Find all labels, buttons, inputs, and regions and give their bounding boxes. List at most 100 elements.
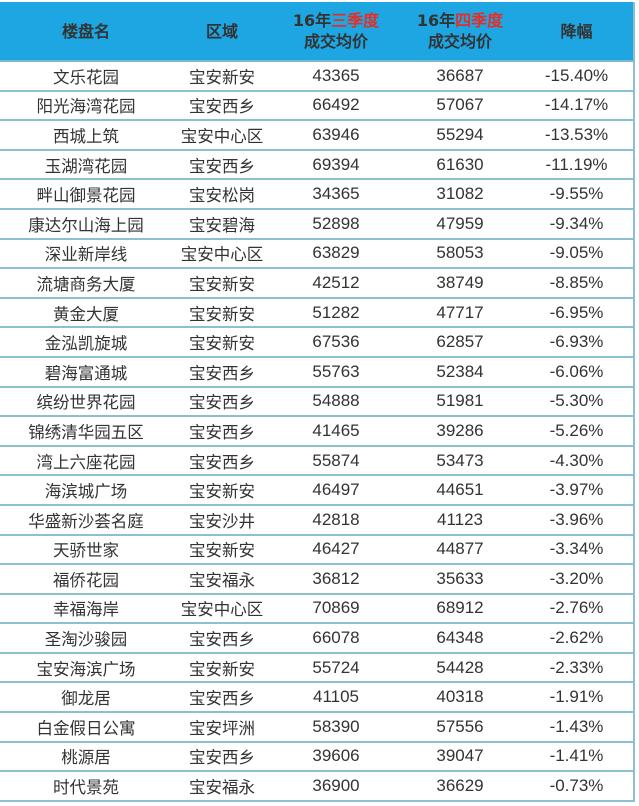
header-q3: 16年三季度 成交均价 <box>272 2 400 62</box>
cell-name: 华盛新沙荟名庭 <box>0 504 172 536</box>
cell-q3-price: 42512 <box>272 268 400 299</box>
table-row: 湾上六座花园 宝安西乡 55874 53473 -4.30% <box>0 445 635 477</box>
table-row: 阳光海湾花园 宝安西乡 66492 57067 -14.17% <box>0 90 635 122</box>
table-row: 畔山御景花园 宝安松岗 34365 31082 -9.55% <box>0 179 635 210</box>
cell-drop: -5.26% <box>520 416 635 447</box>
cell-name: 康达尔山海上园 <box>0 208 172 240</box>
cell-name: 御龙居 <box>0 682 172 714</box>
cell-name: 黄金大厦 <box>0 297 172 329</box>
header-name: 楼盘名 <box>0 2 172 62</box>
table-row: 玉湖湾花园 宝安西乡 69394 61630 -11.19% <box>0 149 635 181</box>
cell-drop: -9.34% <box>520 208 635 240</box>
cell-name: 时代景苑 <box>0 771 172 802</box>
cell-name: 海滨城广场 <box>0 475 172 506</box>
cell-q3-price: 34365 <box>272 179 400 210</box>
cell-q4-price: 54428 <box>400 652 520 684</box>
cell-region: 宝安新安 <box>172 297 272 329</box>
cell-name: 缤纷世界花园 <box>0 386 172 418</box>
cell-region: 宝安碧海 <box>172 208 272 240</box>
cell-q3-price: 66492 <box>272 90 400 122</box>
cell-drop: -3.34% <box>520 534 635 566</box>
table-row: 时代景苑 宝安福永 36900 36629 -0.73% <box>0 771 635 802</box>
cell-q4-price: 40318 <box>400 682 520 714</box>
cell-q3-price: 63829 <box>272 238 400 270</box>
table-row: 桃源居 宝安西乡 39606 39047 -1.41% <box>0 741 635 773</box>
cell-q4-price: 47959 <box>400 208 520 240</box>
cell-drop: -2.33% <box>520 652 635 684</box>
cell-drop: -4.30% <box>520 445 635 477</box>
cell-region: 宝安坪洲 <box>172 712 272 743</box>
cell-drop: -6.93% <box>520 327 635 358</box>
cell-name: 流塘商务大厦 <box>0 268 172 299</box>
cell-drop: -1.91% <box>520 682 635 714</box>
cell-region: 宝安新安 <box>172 534 272 566</box>
cell-drop: -1.43% <box>520 712 635 743</box>
cell-region: 宝安西乡 <box>172 90 272 122</box>
cell-q3-price: 55724 <box>272 652 400 684</box>
cell-q4-price: 44877 <box>400 534 520 566</box>
cell-drop: -9.55% <box>520 179 635 210</box>
cell-name: 桃源居 <box>0 741 172 773</box>
cell-drop: -11.19% <box>520 149 635 181</box>
cell-q3-price: 66078 <box>272 623 400 654</box>
cell-q4-price: 52384 <box>400 356 520 388</box>
cell-name: 深业新岸线 <box>0 238 172 270</box>
table-row: 流塘商务大厦 宝安新安 42512 38749 -8.85% <box>0 268 635 299</box>
table-row: 金泓凯旋城 宝安新安 67536 62857 -6.93% <box>0 327 635 358</box>
table-row: 缤纷世界花园 宝安西乡 54888 51981 -5.30% <box>0 386 635 418</box>
cell-region: 宝安西乡 <box>172 356 272 388</box>
cell-name: 畔山御景花园 <box>0 179 172 210</box>
cell-q3-price: 41465 <box>272 416 400 447</box>
cell-region: 宝安新安 <box>172 327 272 358</box>
cell-q4-price: 41123 <box>400 504 520 536</box>
cell-region: 宝安中心区 <box>172 120 272 151</box>
cell-q3-price: 55763 <box>272 356 400 388</box>
cell-q4-price: 53473 <box>400 445 520 477</box>
table-row: 御龙居 宝安西乡 41105 40318 -1.91% <box>0 682 635 714</box>
cell-drop: -6.95% <box>520 297 635 329</box>
cell-region: 宝安西乡 <box>172 445 272 477</box>
cell-q4-price: 58053 <box>400 238 520 270</box>
cell-name: 幸福海岸 <box>0 593 172 625</box>
cell-name: 文乐花园 <box>0 61 172 92</box>
cell-region: 宝安新安 <box>172 61 272 92</box>
table-row: 黄金大厦 宝安新安 51282 47717 -6.95% <box>0 297 635 329</box>
cell-q3-price: 51282 <box>272 297 400 329</box>
cell-drop: -6.06% <box>520 356 635 388</box>
cell-q3-price: 54888 <box>272 386 400 418</box>
cell-drop: -5.30% <box>520 386 635 418</box>
header-q3-suffix: 成交均价 <box>303 32 368 51</box>
cell-q3-price: 43365 <box>272 61 400 92</box>
table-row: 福侨花园 宝安福永 36812 35633 -3.20% <box>0 564 635 595</box>
cell-q3-price: 70869 <box>272 593 400 625</box>
header-drop: 降幅 <box>520 2 635 62</box>
cell-name: 宝安海滨广场 <box>0 652 172 684</box>
cell-q3-price: 67536 <box>272 327 400 358</box>
table-row: 宝安海滨广场 宝安新安 55724 54428 -2.33% <box>0 652 635 684</box>
cell-drop: -8.85% <box>520 268 635 299</box>
table-row: 锦绣清华园五区 宝安西乡 41465 39286 -5.26% <box>0 416 635 447</box>
cell-name: 湾上六座花园 <box>0 445 172 477</box>
table-row: 海滨城广场 宝安新安 46497 44651 -3.97% <box>0 475 635 506</box>
cell-q4-price: 31082 <box>400 179 520 210</box>
cell-q3-price: 36812 <box>272 564 400 595</box>
table-row: 康达尔山海上园 宝安碧海 52898 47959 -9.34% <box>0 208 635 240</box>
cell-name: 圣淘沙骏园 <box>0 623 172 654</box>
cell-name: 玉湖湾花园 <box>0 149 172 181</box>
cell-q4-price: 36687 <box>400 61 520 92</box>
header-row: 楼盘名 区域 16年三季度 成交均价 16年四季度 成交均价 降幅 <box>0 2 635 62</box>
header-q3-prefix: 16年 <box>292 11 332 30</box>
cell-drop: -2.76% <box>520 593 635 625</box>
cell-name: 金泓凯旋城 <box>0 327 172 358</box>
cell-region: 宝安松岗 <box>172 179 272 210</box>
cell-q4-price: 55294 <box>400 120 520 151</box>
header-q3-highlight: 三季度 <box>331 11 380 30</box>
cell-q4-price: 62857 <box>400 327 520 358</box>
cell-region: 宝安中心区 <box>172 593 272 625</box>
cell-drop: -3.20% <box>520 564 635 595</box>
cell-q3-price: 36900 <box>272 771 400 802</box>
cell-region: 宝安西乡 <box>172 623 272 654</box>
cell-name: 西城上筑 <box>0 120 172 151</box>
table-row: 天骄世家 宝安新安 46427 44877 -3.34% <box>0 534 635 566</box>
